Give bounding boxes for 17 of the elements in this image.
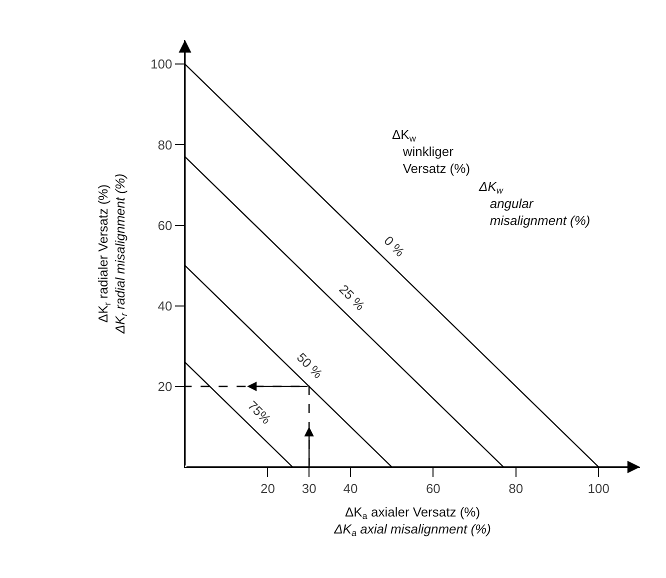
- y-tick-label: 100: [150, 56, 172, 72]
- y-tick-label: 60: [158, 218, 172, 233]
- y-tick-label: 80: [158, 137, 172, 152]
- annotation: 50 %: [294, 350, 326, 382]
- annotation: ΔK$_{w}$ angular misalignment (%): [478, 179, 590, 228]
- annotation: 0 %: [381, 233, 408, 260]
- x-tick-label: 80: [508, 480, 524, 496]
- x-tick-label: 40: [343, 480, 358, 496]
- y-tick-label: 40: [158, 298, 172, 314]
- y-tick-label: 20: [158, 378, 172, 394]
- annotation: ΔK$_{w}$ winkliger Versatz (%): [392, 127, 470, 176]
- x-tick-label: 60: [426, 480, 440, 496]
- annotation: 25 %: [336, 282, 368, 314]
- x-tick-label: 30: [302, 480, 316, 496]
- x-tick-label: 20: [260, 480, 275, 496]
- text: ΔK$_{a}$ axialer Versatz (%) ΔK$_{a}$ axial misalignment (%): [334, 504, 491, 538]
- x-tick-label: 100: [588, 480, 610, 496]
